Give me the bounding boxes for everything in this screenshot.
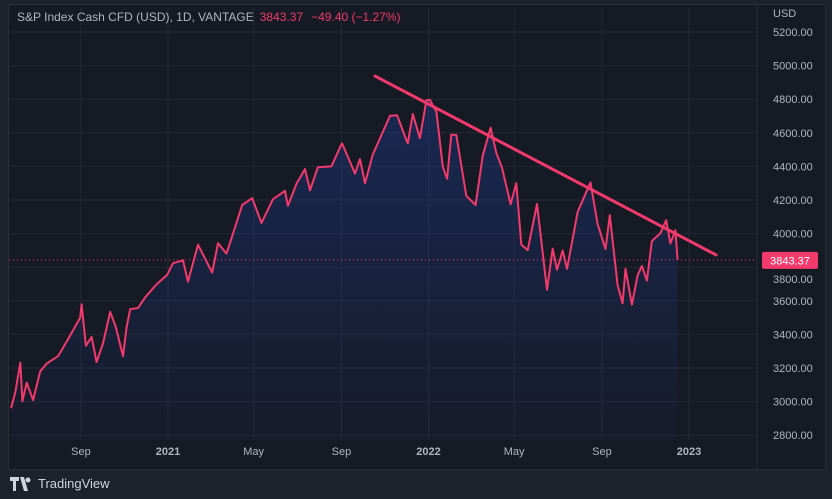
symbol-title: S&P Index Cash CFD (USD), 1D, VANTAGE bbox=[17, 10, 254, 24]
brand-name: TradingView bbox=[38, 476, 110, 491]
currency-label: USD bbox=[773, 8, 796, 20]
tradingview-logo-icon bbox=[10, 476, 31, 491]
x-tick-label: 2022 bbox=[416, 446, 440, 458]
x-tick-label: May bbox=[504, 446, 525, 458]
last-price: 3843.37 bbox=[259, 10, 304, 24]
y-tick-label: 4200.00 bbox=[773, 195, 813, 207]
y-tick-label: 5200.00 bbox=[773, 27, 813, 39]
y-tick-label: 2800.00 bbox=[773, 430, 813, 442]
y-tick-label: 4800.00 bbox=[773, 94, 813, 106]
current-price-label: 3843.37 bbox=[770, 255, 810, 267]
tradingview-brand[interactable]: TradingView bbox=[10, 476, 110, 491]
price-change: −49.40 (−1.27%) bbox=[311, 10, 401, 24]
x-tick-label: Sep bbox=[332, 446, 352, 458]
y-tick-label: 3200.00 bbox=[773, 363, 813, 375]
x-tick-label: 2023 bbox=[677, 446, 701, 458]
y-tick-label: 5000.00 bbox=[773, 61, 813, 73]
y-tick-label: 3400.00 bbox=[773, 329, 813, 341]
x-tick-label: 2021 bbox=[156, 446, 180, 458]
trendline bbox=[373, 74, 718, 257]
y-tick-label: 4000.00 bbox=[773, 229, 813, 241]
x-tick-label: Sep bbox=[592, 446, 612, 458]
x-tick-label: May bbox=[243, 446, 264, 458]
series-area-fill bbox=[10, 99, 678, 441]
y-tick-label: 4400.00 bbox=[773, 161, 813, 173]
current-price-label-bg bbox=[762, 251, 818, 269]
y-tick-label: 4600.00 bbox=[773, 128, 813, 140]
y-tick-label: 3600.00 bbox=[773, 296, 813, 308]
y-tick-label: 3800.00 bbox=[773, 274, 813, 286]
chart-legend: S&P Index Cash CFD (USD), 1D, VANTAGE 384… bbox=[17, 10, 401, 24]
x-tick-label: Sep bbox=[71, 446, 91, 458]
y-tick-label: 3000.00 bbox=[773, 397, 813, 409]
